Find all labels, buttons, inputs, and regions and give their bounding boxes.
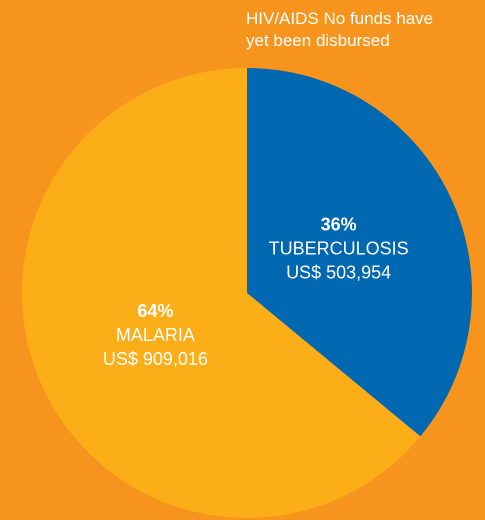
- annotation: HIV/AIDS No funds have yet been disburse…: [246, 8, 456, 52]
- category-label: TUBERCULOSIS: [269, 239, 409, 259]
- value-label: 64%: [137, 301, 173, 321]
- value-label: 36%: [321, 215, 357, 235]
- pie-slice: [22, 68, 421, 518]
- amount-label: US$ 503,954: [286, 263, 391, 283]
- annotation-text: No funds have yet been disbursed: [246, 9, 434, 50]
- annotation-label: HIV/AIDS: [246, 9, 319, 28]
- category-label: MALARIA: [116, 325, 195, 345]
- amount-label: US$ 909,016: [103, 349, 208, 369]
- pie-slice: [247, 68, 473, 437]
